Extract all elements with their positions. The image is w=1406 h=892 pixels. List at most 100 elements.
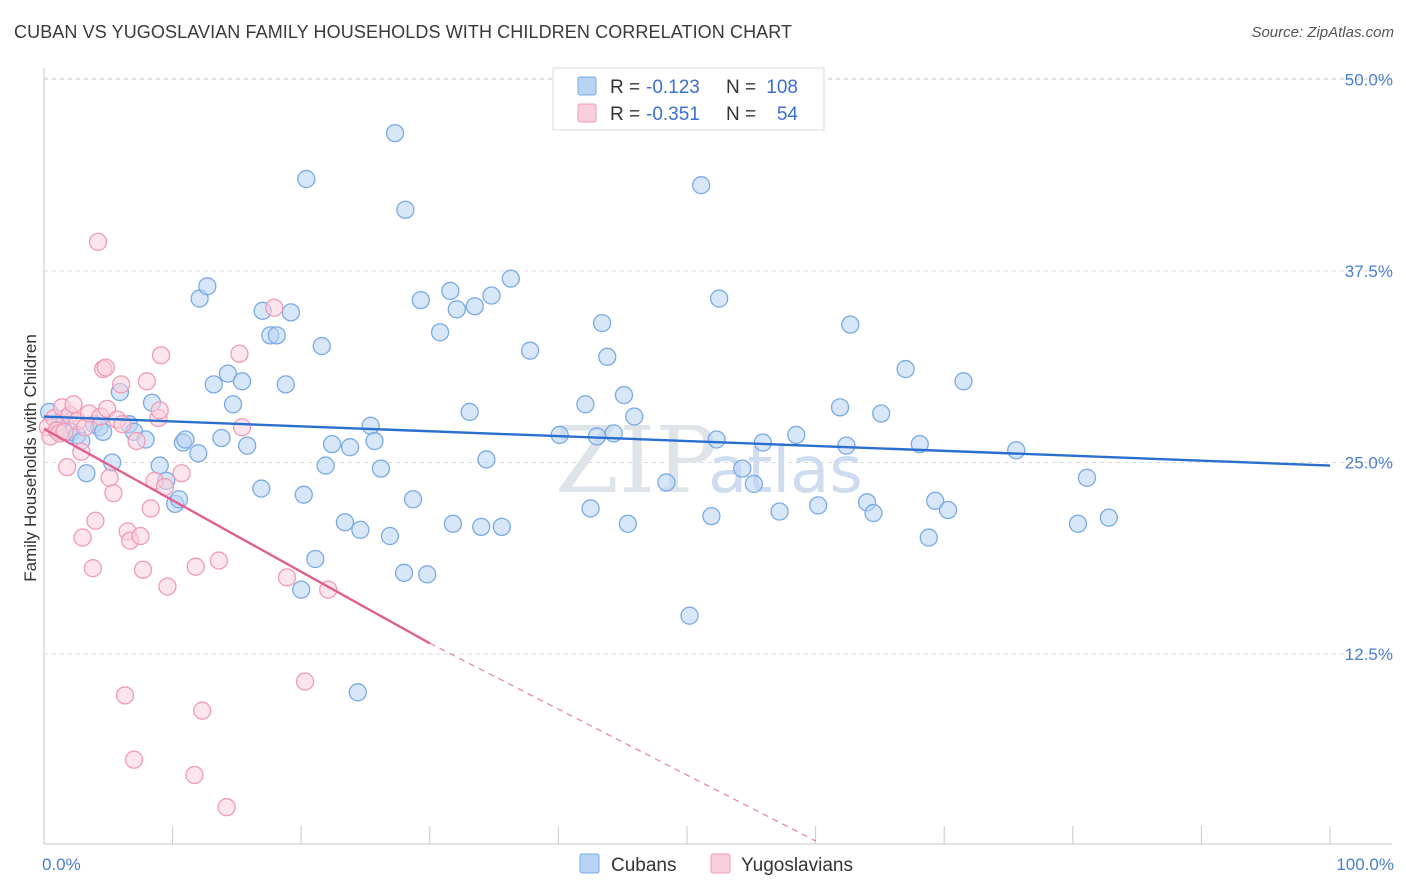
point-yugoslavians [131,526,150,546]
point-cubans [919,528,938,547]
x-tick-label-max: 100.0% [1336,855,1394,874]
point-yugoslavians [265,298,284,317]
point-cubans [218,364,238,383]
legend-label-yugoslavians: Yugoslavians [741,855,853,876]
point-cubans [910,434,929,454]
point-cubans [232,372,252,391]
point-cubans [443,514,463,533]
legend-swatch-cubans [577,76,597,96]
point-yugoslavians [64,395,83,414]
point-cubans [1077,468,1097,487]
y-axis-label: Family Households with Children [21,334,40,582]
point-yugoslavians [83,559,103,578]
point-cubans [581,499,600,518]
point-cubans [680,606,699,625]
point-cubans [430,323,450,342]
point-cubans [403,490,423,509]
point-cubans [809,496,828,515]
point-cubans [492,517,511,536]
point-cubans [380,526,400,546]
point-cubans [252,479,271,498]
point-cubans [592,313,612,333]
point-yugoslavians [88,232,108,252]
point-cubans [576,395,595,414]
point-yugoslavians [127,431,146,451]
point-yugoslavians [158,577,177,596]
legend-swatch-yugoslavians [577,103,597,123]
point-yugoslavians [193,701,212,720]
point-cubans [312,336,331,356]
x-ticks [43,826,1331,844]
point-cubans [447,300,466,319]
legend-r-label: R = [610,77,640,98]
point-cubans [316,456,335,475]
point-yugoslavians [100,468,119,487]
legend-box [552,67,825,131]
legend-n-label: N = [726,77,756,98]
y-tick-label: 12.5% [1345,645,1393,664]
point-yugoslavians [230,344,249,363]
point-cubans [77,464,96,483]
legend-n-label: N = [726,104,756,125]
point-cubans [787,425,806,445]
point-cubans [477,450,496,469]
point-cubans [460,402,479,422]
y-tick-label: 50.0% [1345,71,1393,90]
point-cubans [361,416,380,435]
point-cubans [837,436,856,455]
point-cubans [281,303,301,322]
point-cubans [297,169,316,189]
point-cubans [830,398,850,417]
point-cubans [340,438,360,457]
point-yugoslavians [186,557,205,576]
point-cubans [418,565,437,584]
legend-swatch-yugoslavians [710,853,731,874]
point-cubans [618,514,637,533]
point-cubans [954,372,973,391]
point-cubans [896,359,915,379]
trend-lines [43,415,1331,842]
y-tick-label: 25.0% [1345,454,1393,473]
legend-r-value: -0.123 [646,77,700,98]
legend-r-value: -0.351 [646,104,700,125]
point-cubans [482,286,501,305]
legend-n-value: 108 [766,77,798,98]
point-cubans [396,200,415,219]
y-tick-labels: 12.5% 25.0% 37.5% 50.0% [1345,71,1393,665]
point-cubans [625,407,644,426]
gridlines [44,77,1392,655]
point-cubans [938,500,958,520]
series-legend: Cubans Yugoslavians [579,853,853,876]
point-yugoslavians [104,483,123,503]
point-cubans [238,436,257,455]
point-yugoslavians [115,686,135,705]
point-cubans [189,444,208,463]
point-cubans [657,473,676,492]
chart-title: CUBAN VS YUGOSLAVIAN FAMILY HOUSEHOLDS W… [14,22,793,42]
point-cubans [335,513,355,532]
legend-swatch-cubans [579,853,600,874]
point-cubans [707,430,726,449]
point-cubans [385,123,405,143]
point-cubans [204,375,223,394]
point-cubans [472,517,491,536]
point-cubans [348,683,367,702]
point-cubans [212,428,231,448]
source-label: Source: ZipAtlas.com [1251,24,1394,41]
point-yugoslavians [217,798,236,817]
point-cubans [306,549,325,569]
point-yugoslavians [295,672,315,691]
trend-line-cubans [43,415,1331,467]
point-yugoslavians [112,375,131,394]
point-yugoslavians [73,528,92,547]
point-cubans [465,297,484,316]
point-yugoslavians [277,568,297,587]
point-cubans [926,491,945,510]
point-yugoslavians [57,457,77,477]
y-tick-label: 37.5% [1345,262,1393,281]
point-cubans [198,277,217,296]
point-yugoslavians [209,551,229,570]
point-yugoslavians [150,401,169,420]
point-yugoslavians [96,358,115,377]
